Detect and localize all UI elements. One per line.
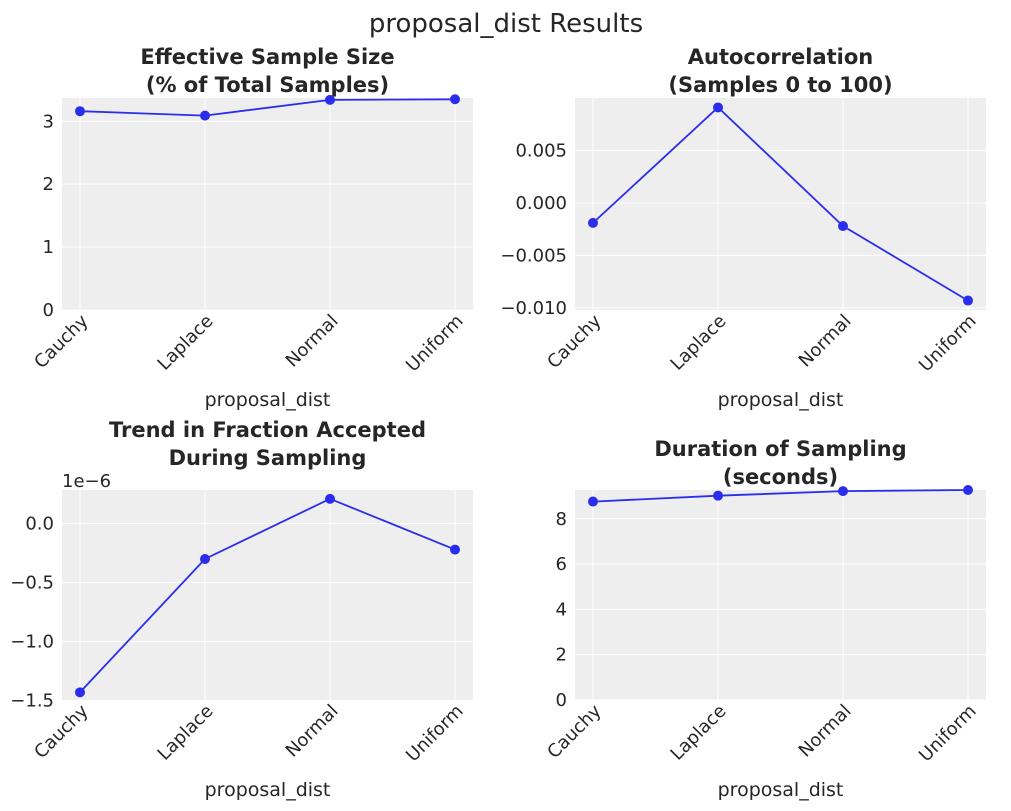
y-offset-label: 1e−6 [62,471,111,492]
y-tick-label: 2 [43,174,54,195]
subplot-2: Autocorrelation (Samples 0 to 100) −0.010 −… [500,45,986,411]
y-tick-label: 8 [556,509,567,530]
data-point-uniform[interactable] [450,544,460,555]
y-tick-label: 3 [43,111,54,132]
x-tick-label: Uniform [915,701,980,766]
x-axis-label: proposal_dist [205,779,331,801]
subplot-3: Trend in Fraction Accepted During Samplin… [10,418,473,801]
subplot-title-line-2: (seconds) [723,465,838,489]
y-tick-label: 0 [556,690,567,711]
y-tick-label: −0.010 [500,298,567,319]
plot-area [62,490,473,700]
data-point-cauchy[interactable] [588,496,598,507]
y-tick-label: −1.5 [10,691,54,712]
data-point-laplace[interactable] [713,490,723,501]
data-point-normal[interactable] [838,486,848,497]
x-axis-label: proposal_dist [718,389,844,411]
data-point-uniform[interactable] [450,94,460,105]
y-tick-label: −1.0 [10,632,54,653]
y-tick-label: 0.000 [515,193,567,214]
y-tick-label: 1 [43,237,54,258]
subplot-title-line-1: Duration of Sampling [654,437,906,461]
y-tick-label: 2 [556,645,567,666]
x-tick-label: Laplace [667,701,731,765]
subplot-title-line-2: (Samples 0 to 100) [668,73,892,97]
x-tick-label: Normal [282,311,343,372]
x-tick-label: Laplace [154,311,218,375]
plot-area [575,490,986,700]
x-tick-label: Normal [795,311,856,372]
x-tick-label: Cauchy [543,310,605,372]
y-tick-label: −0.5 [10,573,54,594]
figure-title: proposal_dist Results [369,9,643,39]
data-point-laplace[interactable] [200,110,210,121]
x-tick-label: Uniform [915,311,980,376]
data-point-uniform[interactable] [963,485,973,495]
subplot-title-line-2: During Sampling [169,446,367,470]
y-tick-label: 0.005 [515,140,567,161]
x-tick-label: Uniform [402,701,467,766]
plot-area [575,98,986,310]
y-tick-label: 4 [556,599,567,620]
series-line [79,98,456,117]
series-line [592,106,969,302]
plot-area [62,98,473,310]
y-tick-label: 0.0 [25,514,54,535]
data-point-laplace[interactable] [713,102,723,113]
subplot-title-line-1: Autocorrelation [688,45,873,69]
data-point-uniform[interactable] [963,295,973,306]
subplot-4: Duration of Sampling (seconds) 0 2 4 6 8 Cauchy… [543,437,986,801]
data-point-normal[interactable] [325,493,335,504]
y-tick-label: −0.005 [500,245,567,266]
series-line [79,497,456,693]
subplot-title-line-1: Effective Sample Size [140,45,394,69]
y-tick-label: 0 [43,300,54,321]
data-point-normal[interactable] [838,221,848,232]
data-point-cauchy[interactable] [588,217,598,228]
x-tick-label: Cauchy [30,310,92,372]
x-tick-label: Laplace [154,701,218,765]
series-line [592,489,969,503]
x-axis-label: proposal_dist [718,779,844,801]
data-point-normal[interactable] [325,94,335,105]
x-tick-label: Laplace [667,311,731,375]
subplots-grid: Effective Sample Size (% of Total Samples… [10,45,986,801]
x-tick-label: Normal [282,701,343,762]
x-tick-label: Uniform [402,311,467,376]
data-point-laplace[interactable] [200,554,210,565]
data-point-cauchy[interactable] [75,106,85,117]
x-tick-label: Cauchy [543,700,605,762]
y-tick-label: 6 [556,554,567,575]
x-axis-label: proposal_dist [205,389,331,411]
data-point-cauchy[interactable] [75,687,85,698]
subplot-title-line-1: Trend in Fraction Accepted [109,418,426,442]
x-tick-label: Normal [795,701,856,762]
subplot-1: Effective Sample Size (% of Total Samples… [30,45,473,411]
subplot-title-line-2: (% of Total Samples) [146,73,389,97]
